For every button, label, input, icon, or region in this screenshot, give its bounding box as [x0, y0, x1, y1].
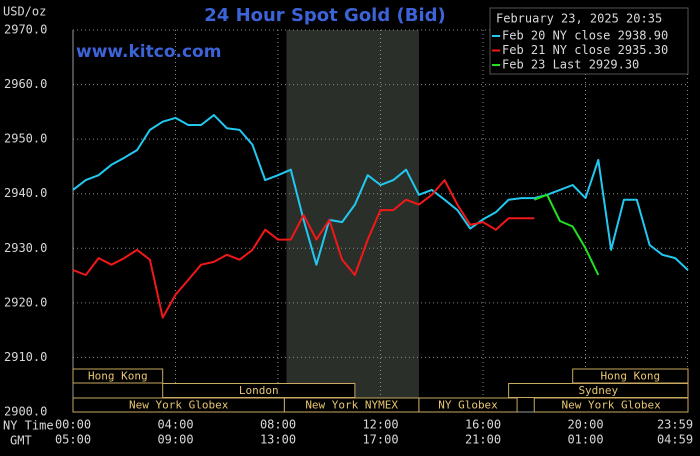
x-tick-label: 00:00	[55, 418, 91, 432]
x-row-label: GMT	[10, 434, 32, 448]
x-tick-label-gmt: 01:00	[567, 433, 603, 447]
series-line	[72, 114, 689, 271]
session-box	[533, 397, 689, 413]
x-tick-label-gmt: 21:00	[465, 433, 501, 447]
session-label: Hong Kong	[601, 370, 661, 383]
session-box	[418, 397, 518, 413]
session-label: Hong Kong	[88, 370, 148, 383]
y-tick-label: 2900.0	[4, 405, 47, 419]
shaded-region	[286, 30, 419, 412]
y-tick-label: 2920.0	[4, 295, 47, 309]
y-tick-label: 2970.0	[4, 23, 47, 37]
session-label: NY Globex	[438, 399, 498, 412]
x-tick-label: 23:59	[657, 418, 693, 432]
y-tick-label: 2950.0	[4, 132, 47, 146]
x-tick-label-gmt: 05:00	[55, 433, 91, 447]
site-label: www.kitco.com	[76, 42, 221, 62]
x-tick-label-gmt: 13:00	[260, 433, 296, 447]
x-row-label: NY Time	[3, 419, 54, 433]
x-tick-label: 04:00	[157, 418, 193, 432]
x-tick-label: 20:00	[567, 418, 603, 432]
legend-entry: Feb 21 NY close 2935.30	[502, 43, 668, 57]
series-line	[72, 179, 535, 319]
legend-entry: Feb 23 Last 2929.30	[502, 58, 639, 72]
series-line	[533, 193, 600, 276]
legend-box	[489, 7, 689, 75]
x-tick-label-gmt: 17:00	[362, 433, 398, 447]
session-label: New York Globex	[561, 399, 661, 412]
chart-title: 24 Hour Spot Gold (Bid)	[204, 5, 445, 26]
y-tick-label: 2910.0	[4, 350, 47, 364]
y-tick-label: 2960.0	[4, 77, 47, 91]
y-unit: USD/oz	[3, 5, 46, 19]
session-label: Sydney	[578, 384, 618, 397]
x-tick-label: 12:00	[362, 418, 398, 432]
session-label: New York NYMEX	[305, 399, 398, 412]
x-tick-label-gmt: 09:00	[157, 433, 193, 447]
y-tick-label: 2940.0	[4, 186, 47, 200]
x-tick-label: 16:00	[465, 418, 501, 432]
x-tick-label: 08:00	[260, 418, 296, 432]
y-tick-label: 2930.0	[4, 241, 47, 255]
legend-header: February 23, 2025 20:35	[496, 12, 662, 26]
session-label: London	[239, 384, 279, 397]
legend-entry: Feb 20 NY close 2938.90	[502, 29, 668, 43]
session-box	[72, 368, 164, 384]
session-label: New York Globex	[129, 399, 229, 412]
x-tick-label-gmt: 04:59	[657, 433, 693, 447]
